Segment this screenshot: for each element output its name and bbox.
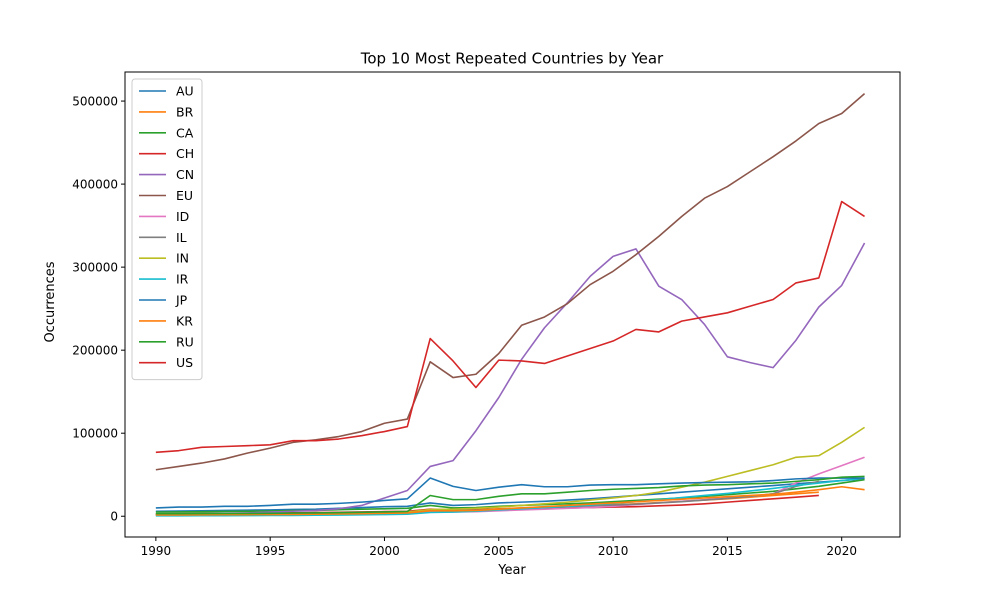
- legend-label-jp: JP: [175, 293, 188, 308]
- legend-label-kr: KR: [176, 313, 193, 328]
- legend: AU BR CA CH CN EU ID IL IN IR JP KR RU US: [131, 78, 203, 381]
- legend-label-ir: IR: [176, 272, 189, 287]
- legend-label-in: IN: [176, 251, 189, 266]
- x-tick-label: 2015: [712, 544, 743, 558]
- y-tick-label: 400000: [72, 178, 118, 192]
- x-axis: 1990 1995 2000 2005 2010 2015 2020: [141, 537, 857, 558]
- series-line-ir: [155, 477, 865, 517]
- x-axis-label: Year: [497, 563, 526, 578]
- x-tick-label: 2000: [369, 544, 400, 558]
- y-axis: 0 100000 200000 300000 400000 500000: [72, 95, 125, 524]
- series-line-eu: [155, 92, 866, 471]
- x-tick-label: 1995: [255, 544, 286, 558]
- y-tick-label: 300000: [72, 261, 118, 275]
- series-line-ru: [155, 475, 865, 515]
- legend-label-ru: RU: [176, 334, 194, 349]
- chart-title: Top 10 Most Repeated Countries by Year: [360, 50, 664, 68]
- series-line-us: [155, 200, 865, 454]
- legend-label-br: BR: [176, 104, 194, 119]
- legend-label-ch: CH: [176, 146, 194, 161]
- legend-label-id: ID: [176, 209, 189, 224]
- legend-label-eu: EU: [176, 188, 193, 203]
- y-tick-label: 500000: [72, 95, 118, 109]
- legend-label-au: AU: [176, 84, 194, 99]
- y-tick-label: 100000: [72, 427, 118, 441]
- y-axis-label: Occurrences: [43, 261, 58, 342]
- plot-frame: [124, 71, 901, 538]
- legend-label-il: IL: [176, 230, 187, 245]
- series-line-jp: [155, 477, 865, 509]
- series-line-kr: [155, 485, 865, 516]
- series-line-cn: [155, 242, 866, 516]
- y-tick-label: 0: [110, 510, 118, 524]
- legend-label-cn: CN: [176, 167, 194, 182]
- y-tick-label: 200000: [72, 344, 118, 358]
- x-tick-label: 2005: [484, 544, 515, 558]
- legend-label-us: US: [176, 355, 193, 370]
- series-line-au: [155, 478, 865, 513]
- x-tick-label: 1990: [141, 544, 172, 558]
- x-tick-label: 2010: [598, 544, 629, 558]
- x-tick-label: 2020: [826, 544, 857, 558]
- plot-area: [124, 71, 901, 538]
- legend-label-ca: CA: [176, 125, 194, 140]
